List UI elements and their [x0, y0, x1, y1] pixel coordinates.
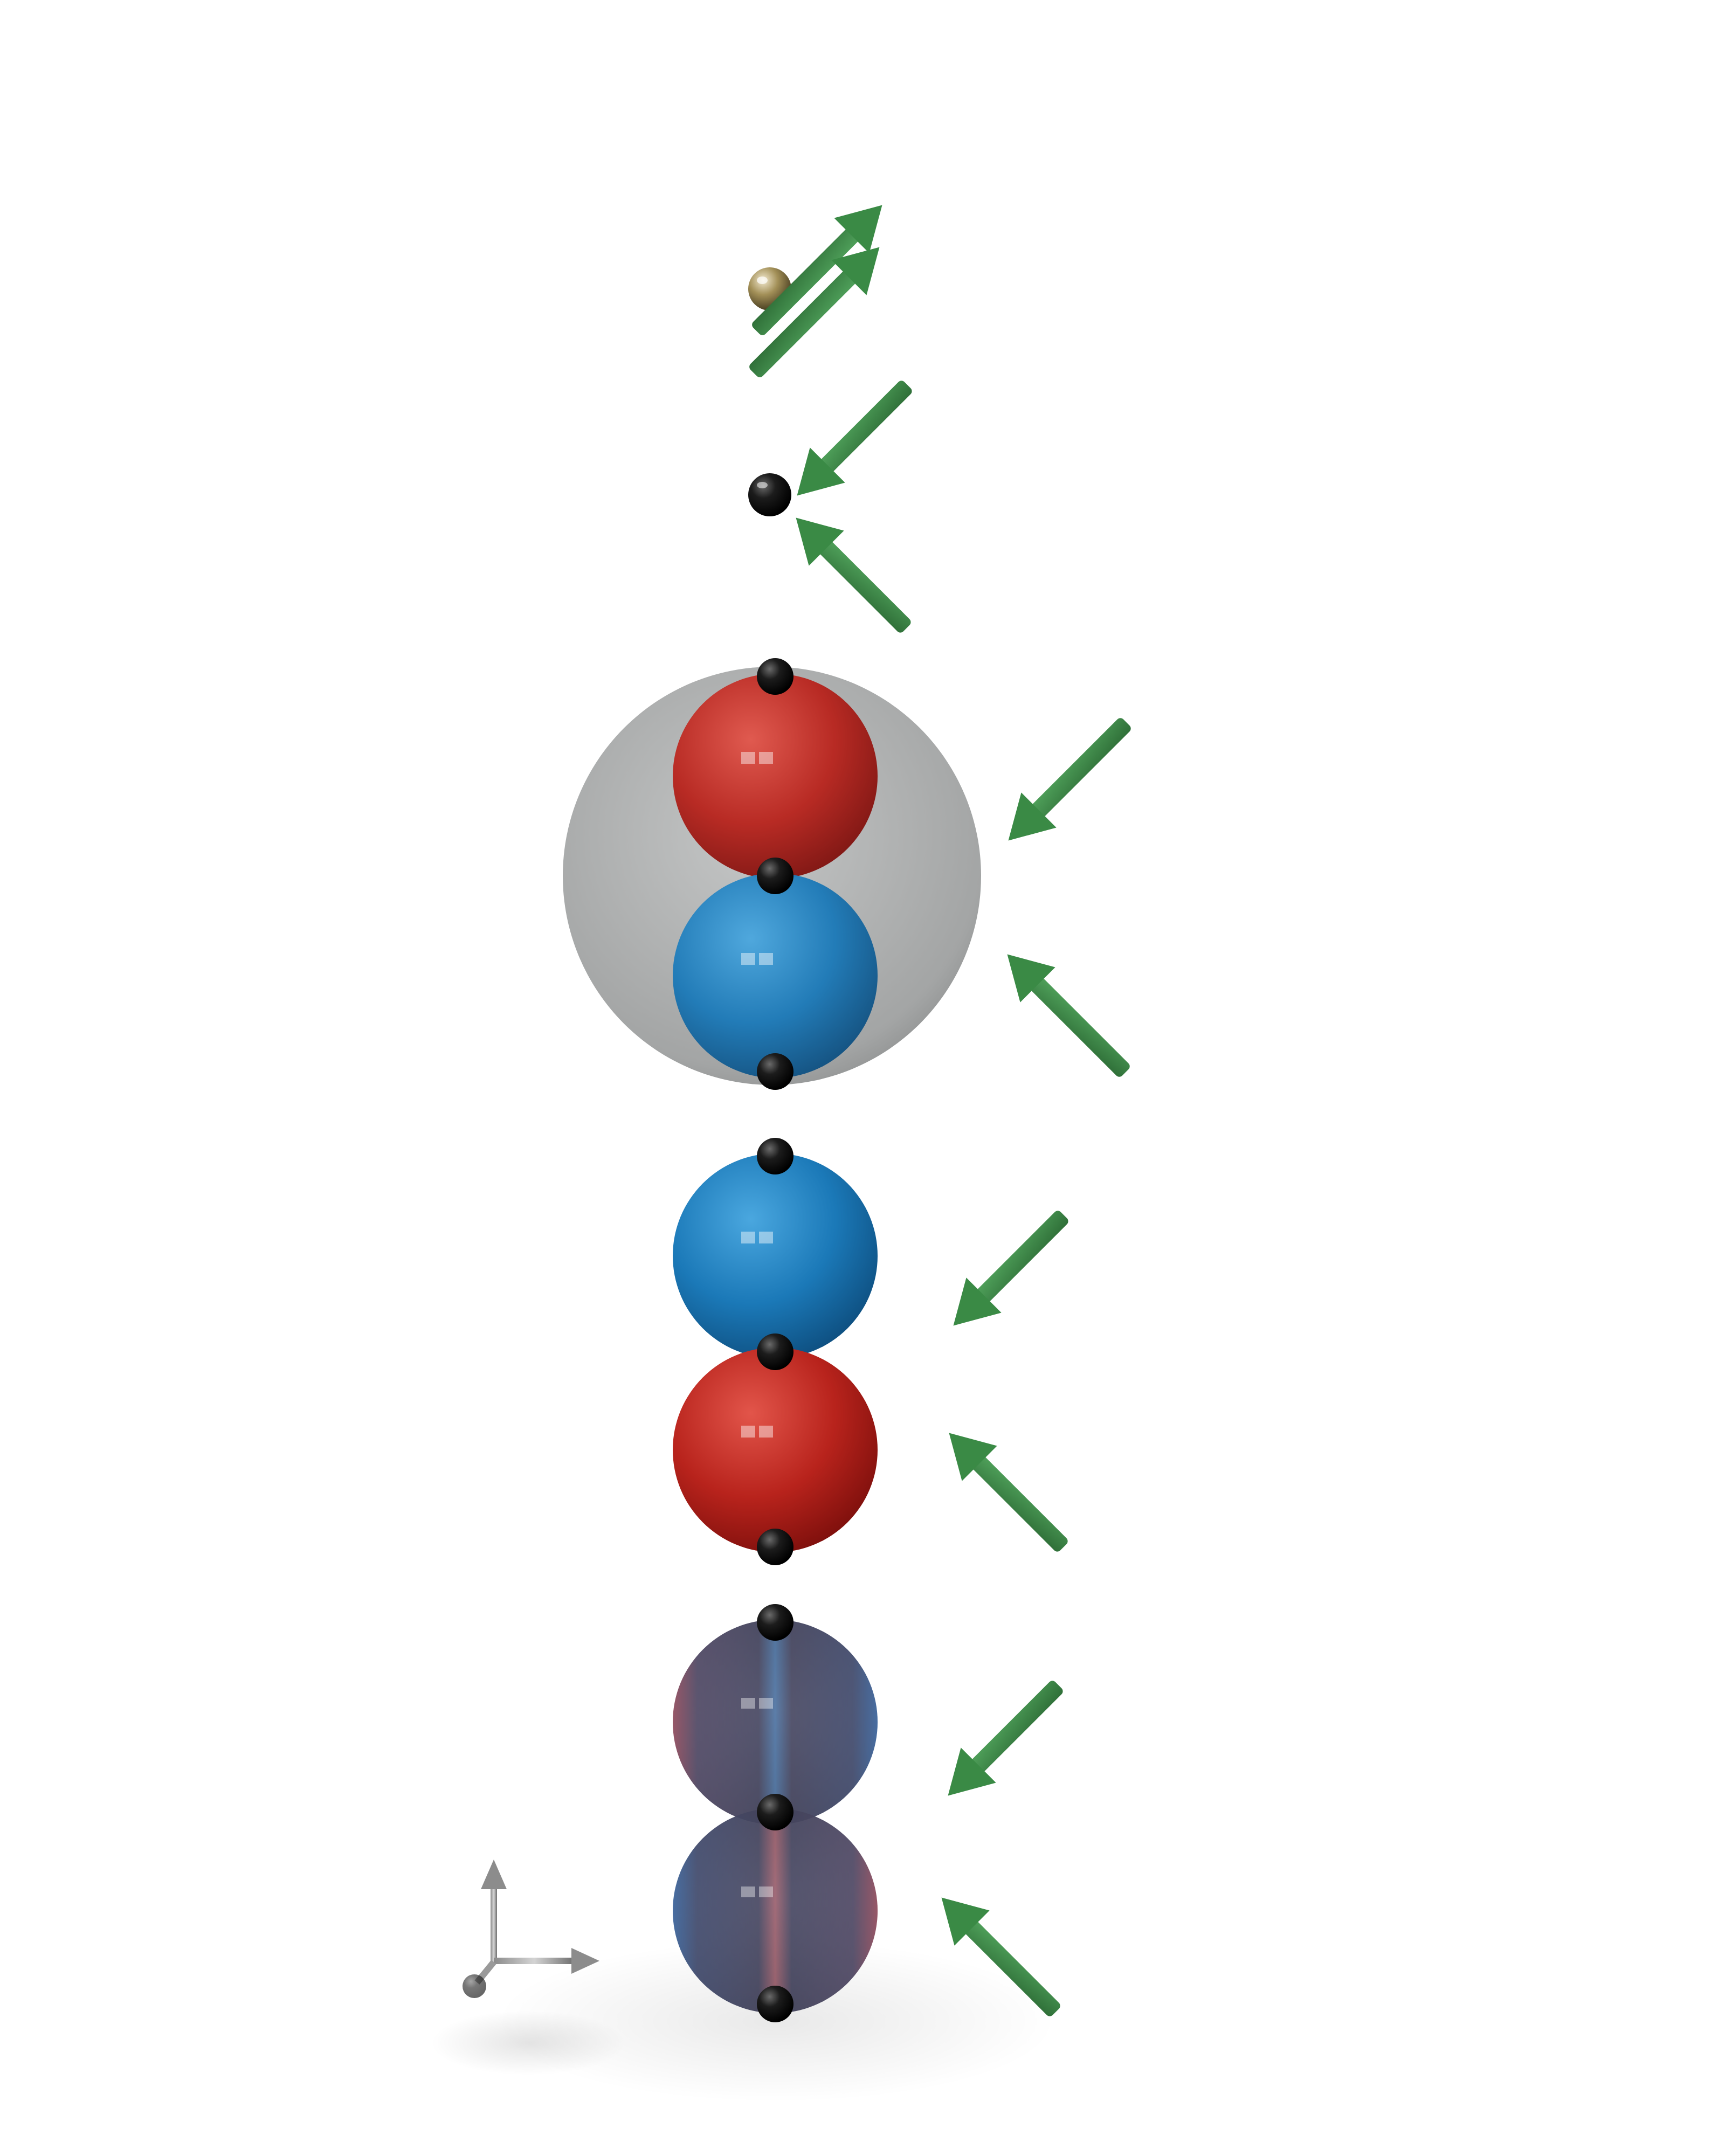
- blue-lobe: [673, 1153, 878, 1358]
- axes-shadow: [431, 2010, 625, 2075]
- electron-top: [757, 1604, 794, 1641]
- y-axis-head: [463, 1974, 486, 1998]
- mixed-lobe-bottom-shade: [673, 1808, 878, 2013]
- row-mixed: [673, 1604, 1063, 2022]
- lobe-highlight: [759, 752, 773, 764]
- arrow-down-left-2: [749, 247, 880, 377]
- arrow-up-left: [949, 1433, 1068, 1552]
- lobe-highlight: [741, 1887, 755, 1897]
- electron-top: [757, 658, 794, 695]
- lobe-highlight: [741, 1232, 755, 1243]
- row-blue-over-red: [673, 1138, 1068, 1565]
- arrow-down-left: [797, 381, 912, 496]
- x-axis: [494, 1958, 575, 1964]
- x-axis-head: [571, 1948, 599, 1974]
- arrow-up-left: [941, 1897, 1060, 2016]
- arrow-up-left: [796, 517, 911, 633]
- lobe-highlight: [759, 1887, 773, 1897]
- lobe-highlight: [741, 1426, 755, 1438]
- z-axis: [491, 1887, 497, 1962]
- arrow-down-left: [953, 1211, 1068, 1326]
- black-sphere-icon: [748, 473, 791, 516]
- arrow-down-left-1: [752, 205, 882, 335]
- sphere-highlight: [757, 482, 768, 488]
- arrow-down-left: [1008, 718, 1131, 841]
- blue-lobe: [673, 873, 878, 1078]
- arrow-up-left: [1007, 954, 1130, 1077]
- row-shell: [563, 658, 1131, 1090]
- electron-bottom: [757, 1986, 794, 2022]
- row-nucleus: [748, 205, 882, 377]
- electron-bottom: [757, 1053, 794, 1090]
- row-electron: [748, 381, 912, 633]
- electron-mid: [757, 1794, 794, 1830]
- electron-mid: [757, 1333, 794, 1370]
- lobe-highlight: [759, 1232, 773, 1243]
- electron-mid: [757, 858, 794, 894]
- arrow-down-left: [948, 1681, 1063, 1796]
- lobe-highlight: [741, 1698, 755, 1709]
- lobe-highlight: [741, 752, 755, 764]
- electron-bottom: [757, 1529, 794, 1565]
- xyz-axes-icon: [463, 1860, 599, 1998]
- lobe-highlight: [759, 1698, 773, 1709]
- sphere-highlight: [757, 277, 768, 284]
- red-lobe: [673, 1348, 878, 1552]
- mixed-lobe-top-shade: [673, 1620, 878, 1825]
- lobe-highlight: [759, 953, 773, 965]
- lobe-highlight: [759, 1426, 773, 1438]
- lobe-highlight: [741, 953, 755, 965]
- electron-top: [757, 1138, 794, 1174]
- red-lobe: [673, 674, 878, 879]
- z-axis-head: [481, 1860, 507, 1889]
